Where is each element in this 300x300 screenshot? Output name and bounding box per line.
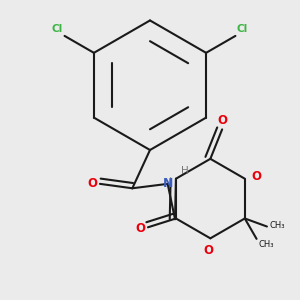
Text: O: O bbox=[217, 114, 227, 127]
Text: O: O bbox=[203, 244, 213, 256]
Text: O: O bbox=[251, 170, 261, 183]
Text: O: O bbox=[136, 222, 146, 235]
Text: CH₃: CH₃ bbox=[269, 221, 285, 230]
Text: Cl: Cl bbox=[237, 24, 248, 34]
Text: H: H bbox=[181, 166, 189, 176]
Text: N: N bbox=[163, 177, 173, 190]
Text: O: O bbox=[88, 177, 98, 190]
Text: Cl: Cl bbox=[52, 24, 63, 34]
Text: CH₃: CH₃ bbox=[258, 240, 274, 249]
